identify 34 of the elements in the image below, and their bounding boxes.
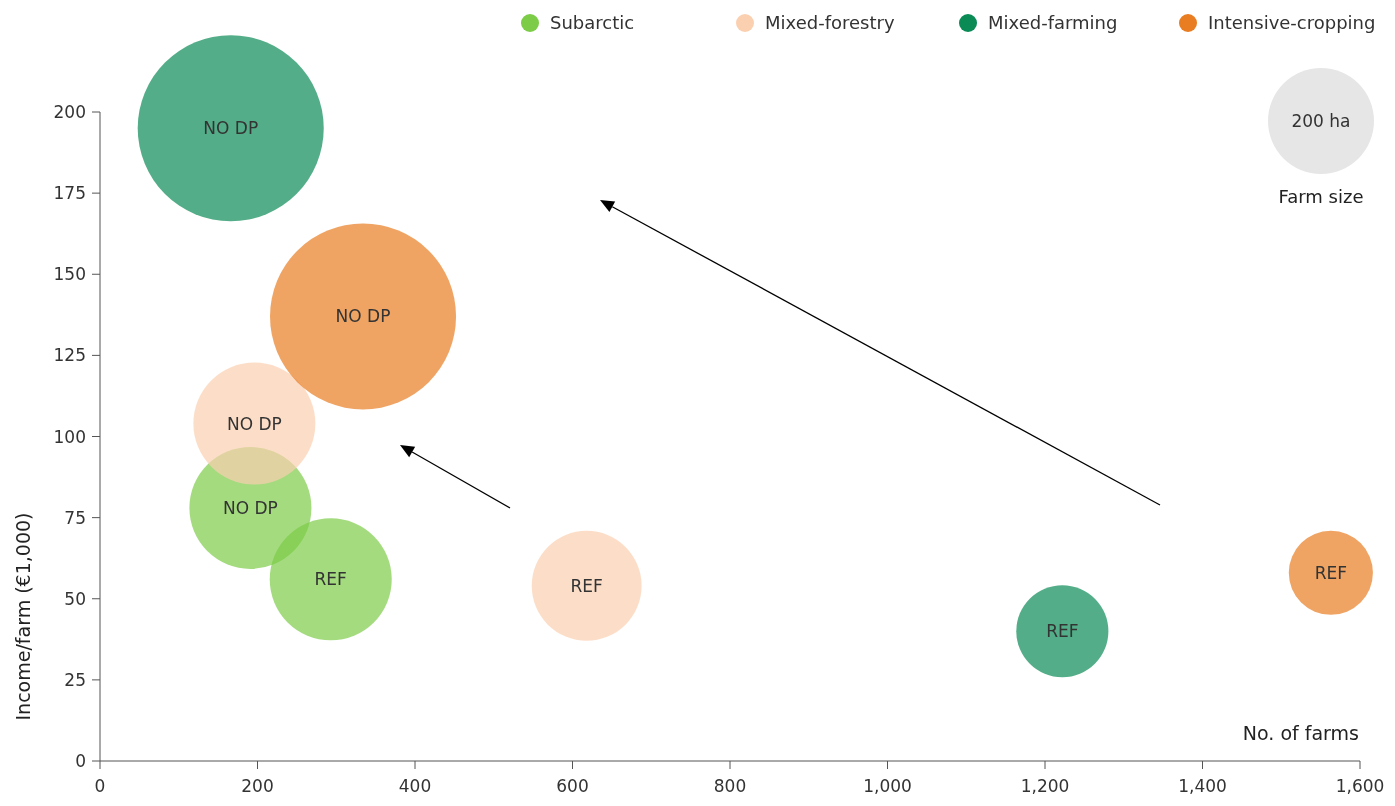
legend-label: Intensive-cropping: [1208, 12, 1376, 33]
data-label: REF: [1314, 562, 1348, 583]
y-tick-label: 125: [53, 345, 86, 366]
data-label: REF: [1046, 621, 1079, 642]
legend-label: Mixed-farming: [988, 12, 1118, 33]
data-label: REF: [314, 569, 347, 590]
data-label: REF: [570, 575, 603, 596]
y-tick-label: 200: [53, 102, 86, 122]
data-label: NO DP: [335, 306, 391, 327]
x-tick-label: 600: [556, 776, 589, 796]
data-label: NO DP: [222, 497, 278, 518]
data-label: NO DP: [226, 413, 282, 434]
y-tick-label: 100: [53, 426, 86, 447]
y-tick-label: 50: [64, 588, 86, 609]
y-tick-label: 25: [64, 669, 86, 690]
x-tick-label: 800: [713, 776, 747, 796]
y-tick-label: 175: [53, 183, 86, 204]
y-tick-label: 0: [75, 751, 86, 771]
legend-label: 200 ha: [1291, 111, 1351, 131]
legend-label: Subarctic: [550, 12, 635, 33]
y-tick-label: 75: [64, 507, 86, 528]
x-tick-label: 200: [241, 776, 274, 796]
y-tick-label: 150: [53, 264, 86, 285]
x-tick-label: 1,600: [1335, 776, 1385, 796]
x-tick-label: 1,000: [863, 776, 912, 796]
data-label: NO DP: [203, 118, 259, 139]
legend-label: Mixed-forestry: [765, 12, 895, 33]
annotation: Farm size: [1278, 186, 1364, 207]
x-tick-label: 1,200: [1020, 776, 1070, 796]
x-axis-title: No. of farms: [1242, 722, 1359, 744]
y-axis-title: Income/farm (€1,000): [12, 512, 34, 721]
x-tick-label: 0: [94, 776, 106, 796]
x-tick-label: 400: [398, 776, 432, 796]
x-tick-label: 1,400: [1178, 776, 1227, 796]
